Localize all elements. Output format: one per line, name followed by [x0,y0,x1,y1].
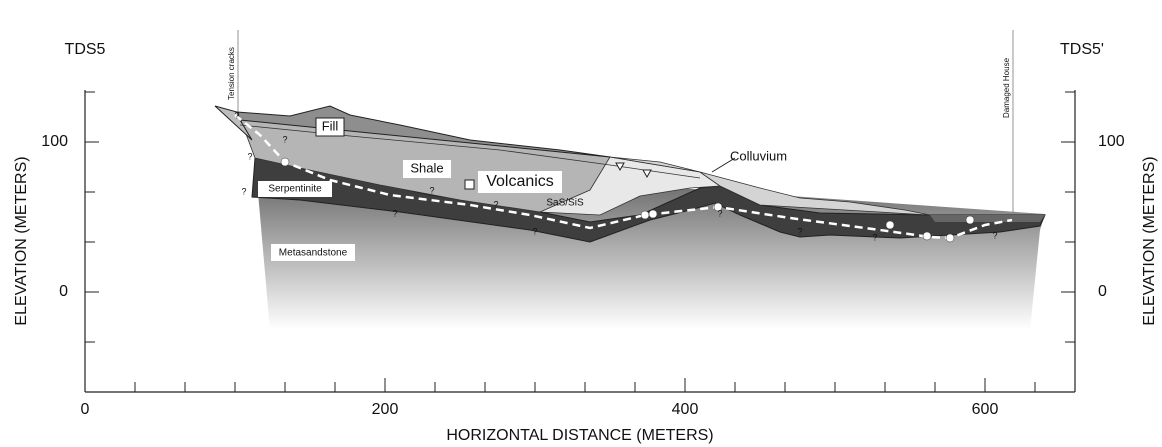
uncertain-contact: ? [532,226,537,236]
unit-label: Colluvium [730,148,787,163]
uncertain-contact: ? [992,230,997,240]
uncertain-contact: ? [429,185,434,195]
x-axis-title: HORIZONTAL DISTANCE (METERS) [446,427,713,444]
boring [281,158,289,166]
annotation: Tension cracks [227,47,236,100]
cross-section: Fill Shale Volcanics SaS/SiS Colluvium S… [0,0,1162,447]
house-fill [930,215,1045,222]
x-tick-label: 400 [672,401,699,418]
boring [946,234,954,242]
boring [923,232,931,240]
uncertain-contact: ? [872,232,877,242]
uncertain-contact: ? [247,151,252,161]
boring [966,216,974,224]
unit-label: Fill [322,118,339,133]
unit-label: Metasandstone [279,248,348,259]
x-tick-label: 200 [372,401,399,418]
y-tick-label: 0 [59,283,68,300]
boring [641,211,649,219]
uncertain-contact: ? [797,226,802,236]
unit-label: Shale [410,160,443,175]
x-tick-label: 0 [81,401,90,418]
y-axis-title: ELEVATION (METERS) [13,156,30,325]
unit-label: SaS/SiS [546,198,584,209]
uncertain-contact: ? [282,134,287,144]
boring [649,210,657,218]
y-tick-label: 100 [41,133,68,150]
volcanic-symbol [465,180,474,189]
section-end: TDS5 [65,41,106,58]
x-tick-label: 600 [972,401,999,418]
boring [886,221,894,229]
y-axis-title: ELEVATION (METERS) [1141,156,1158,325]
unit-label: Serpentinite [268,184,322,195]
uncertain-contact: ? [392,208,397,218]
uncertain-contact: ? [241,186,246,196]
annotation: Damaged House [1002,57,1011,118]
y2-tick-label: 100 [1098,133,1125,150]
uncertain-contact: ? [493,199,498,209]
uncertain-contact: ? [234,110,239,120]
uncertain-contact: ? [717,208,722,218]
unit-label: Volcanics [486,173,554,190]
y2-tick-label: 0 [1098,283,1107,300]
section-end: TDS5' [1060,41,1104,58]
